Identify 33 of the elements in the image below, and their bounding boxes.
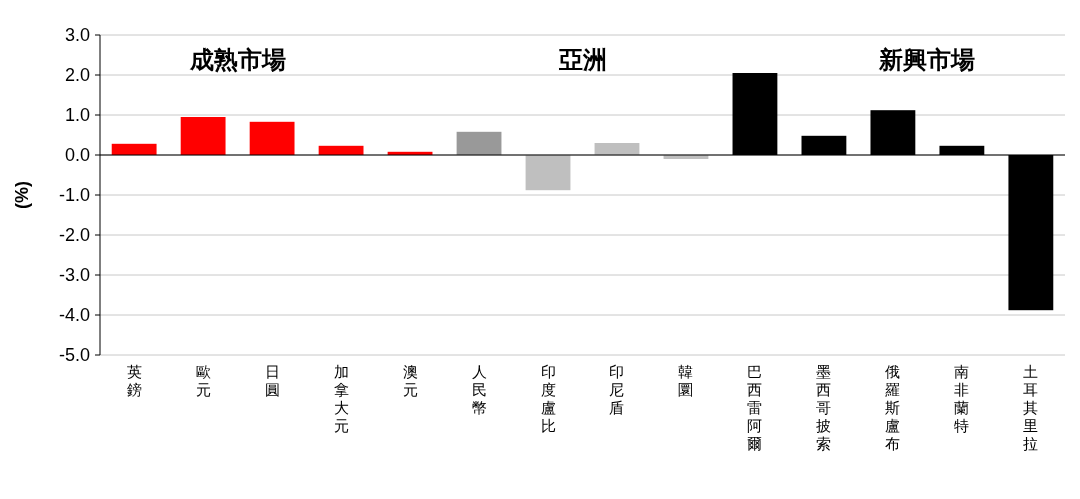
x-tick-label: 韓圜 — [678, 363, 694, 398]
x-tick-label: 印度盧比 — [540, 363, 556, 434]
x-tick-label: 土耳其里拉 — [1023, 363, 1039, 452]
y-tick-label: 3.0 — [64, 25, 90, 46]
y-axis-title: (%) — [12, 181, 32, 209]
y-tick-label: -4.0 — [58, 305, 90, 326]
x-tick-label: 歐元 — [195, 363, 211, 398]
x-tick-label: 俄羅斯盧布 — [885, 363, 901, 452]
y-tick-label: -3.0 — [58, 265, 90, 286]
y-tick-label: -5.0 — [58, 345, 90, 366]
y-tick-label: 0.0 — [64, 145, 90, 166]
y-tick-label: -2.0 — [58, 225, 90, 246]
x-tick-label: 日圓 — [264, 363, 280, 398]
x-tick-label: 人民幣 — [471, 363, 487, 416]
y-tick-label: 1.0 — [64, 105, 90, 126]
x-tick-label: 巴西雷阿爾 — [747, 363, 763, 452]
bar — [111, 143, 157, 155]
y-tick-label: -1.0 — [58, 185, 90, 206]
annotation: 成熟市場 — [188, 46, 286, 73]
bar — [249, 121, 295, 155]
x-tick-label: 墨西哥披索 — [816, 363, 832, 452]
bar — [525, 155, 571, 191]
x-tick-label: 英鎊 — [126, 363, 142, 398]
bar — [180, 117, 226, 155]
x-tick-label: 加拿大元 — [333, 363, 349, 434]
x-tick-label: 澳元 — [402, 363, 418, 398]
bar — [594, 143, 640, 155]
x-tick-label: 印尼盾 — [609, 363, 625, 416]
bar — [456, 131, 502, 155]
x-tick-label: 南非蘭特 — [954, 363, 970, 434]
annotation: 新興市場 — [878, 46, 976, 73]
y-tick-label: 2.0 — [64, 65, 90, 86]
annotation: 亞洲 — [557, 46, 607, 73]
